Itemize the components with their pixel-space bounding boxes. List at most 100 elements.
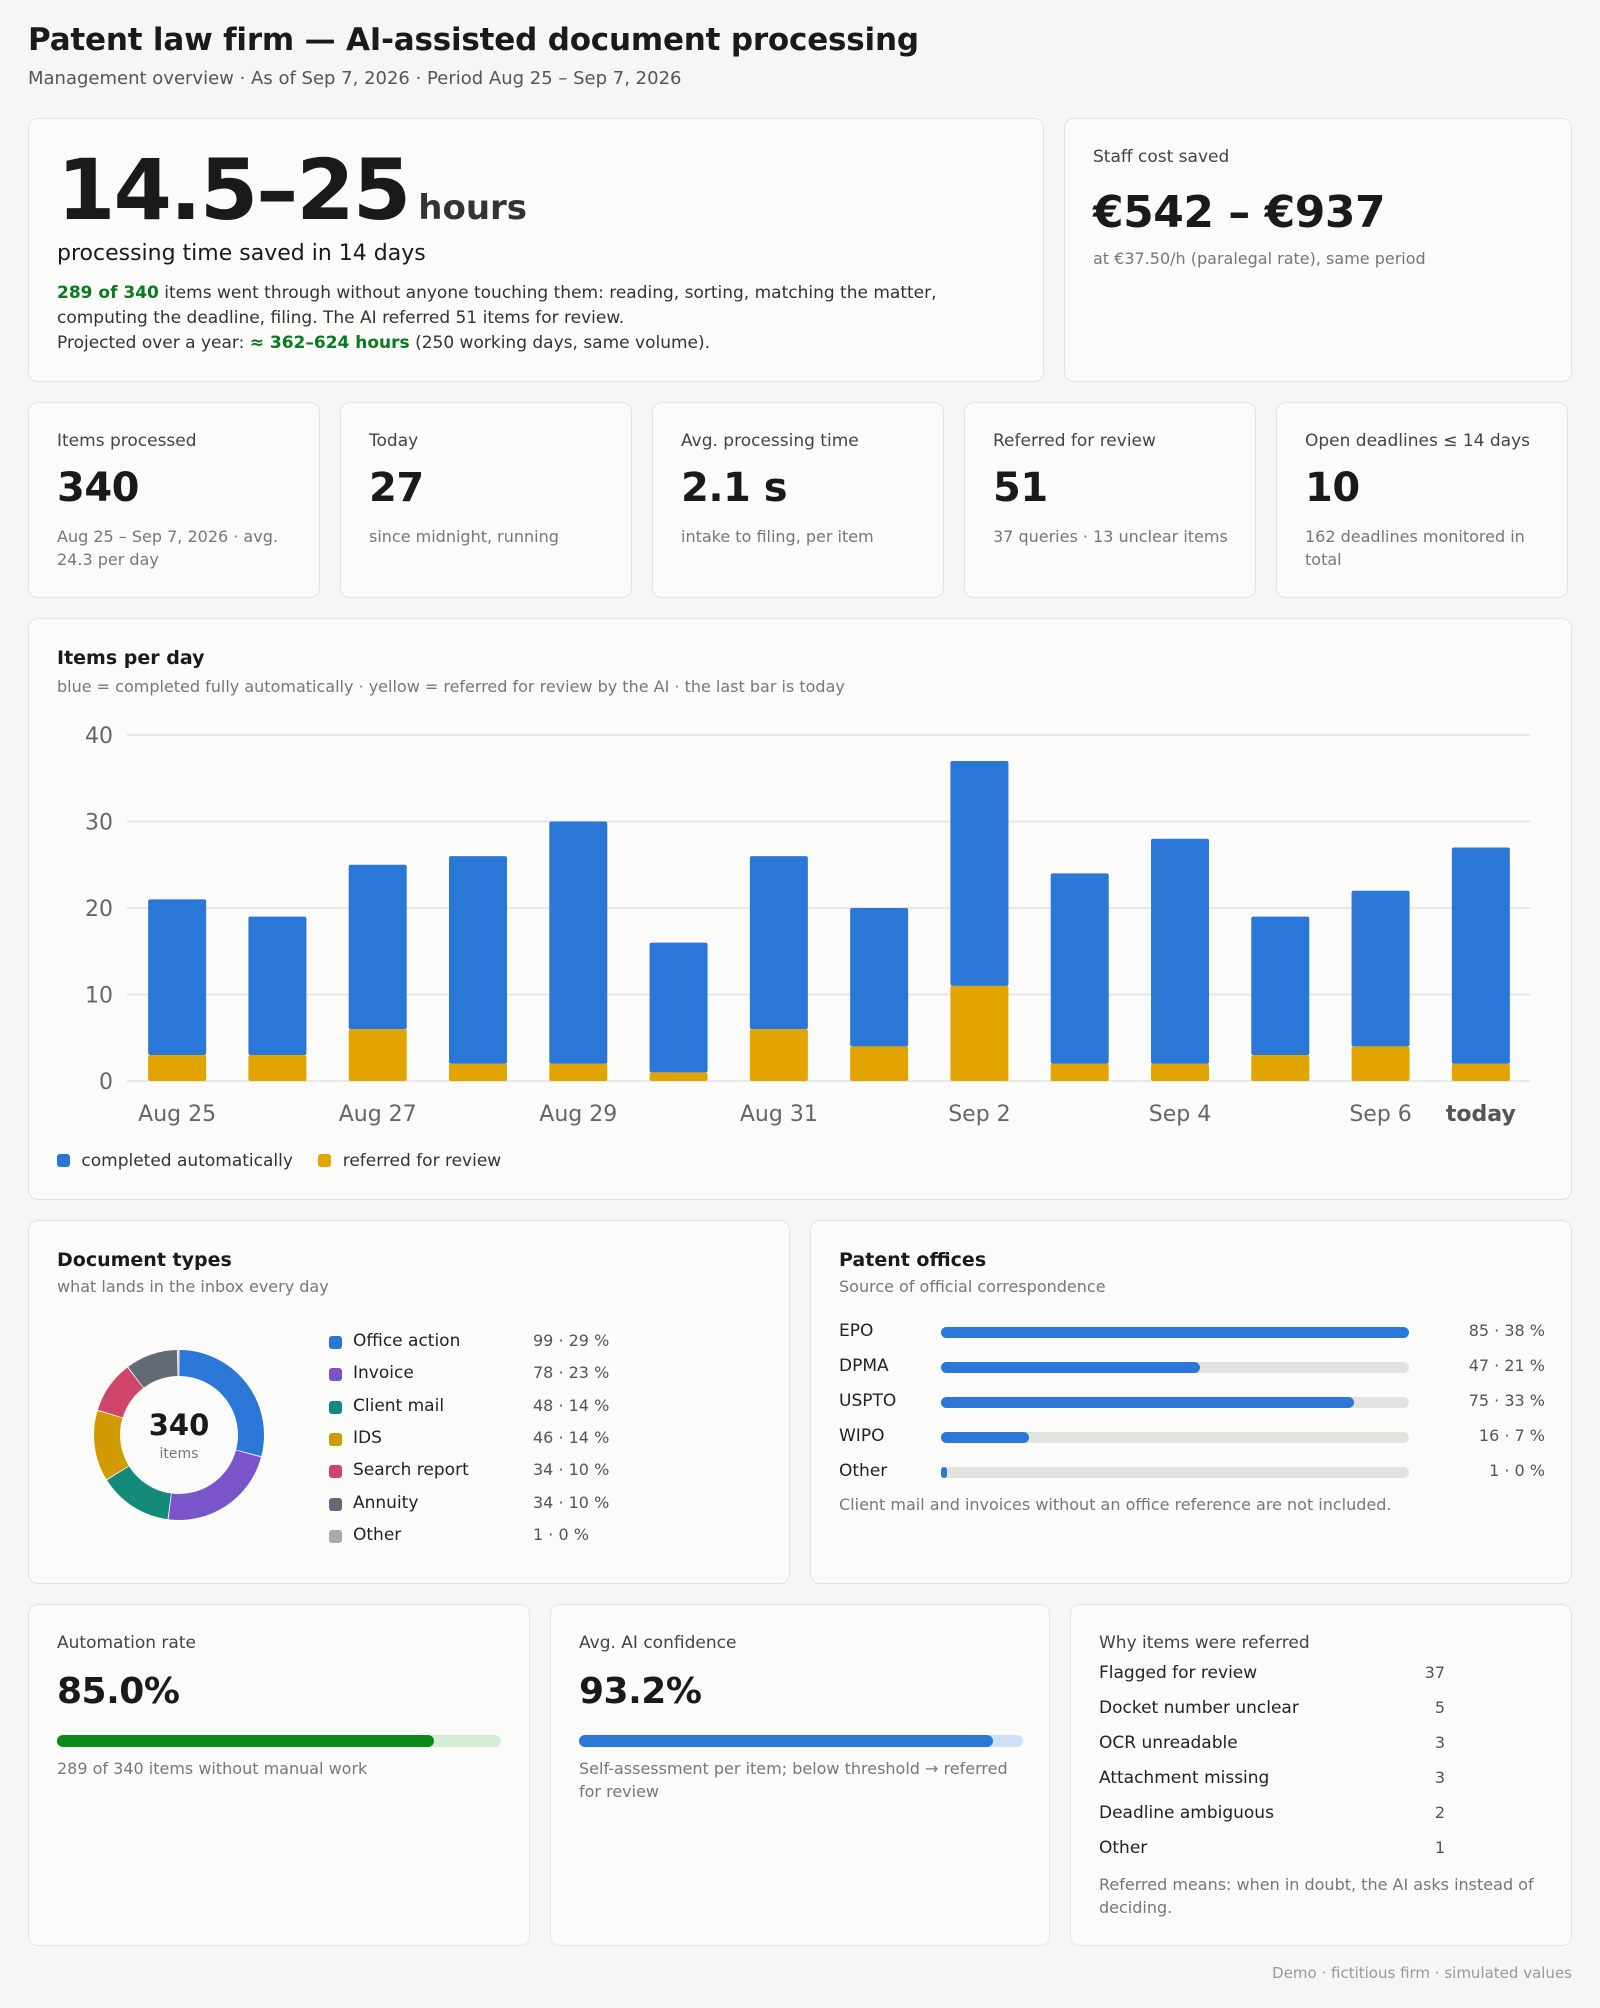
bar-referred-aug-28 — [449, 1063, 507, 1081]
reason-count: 37 — [1424, 1663, 1445, 1682]
reason-label: Attachment missing — [1099, 1768, 1270, 1788]
doctype-swatch — [329, 1400, 342, 1414]
time-saved-unit: hours — [418, 188, 528, 228]
office-bar-fill — [941, 1397, 1354, 1408]
reason-count: 3 — [1434, 1733, 1445, 1752]
footer-note: Demo · fictitious firm · simulated value… — [1272, 1964, 1572, 1982]
x-tick-label: Aug 31 — [740, 1102, 818, 1127]
office-bar-fill — [941, 1362, 1200, 1373]
y-tick-label: 20 — [85, 897, 113, 922]
reason-label: Deadline ambiguous — [1099, 1803, 1274, 1823]
doctype-swatch — [329, 1497, 342, 1511]
time-saved-caption: processing time saved in 14 days — [57, 241, 426, 266]
patent-offices-card: Patent offices Source of official corres… — [810, 1220, 1572, 1584]
projection-prefix: Projected over a year: — [57, 333, 250, 353]
office-bar-track — [941, 1432, 1409, 1443]
y-tick-label: 30 — [85, 811, 113, 836]
page-subtitle: Management overview · As of Sep 7, 2026 … — [28, 68, 682, 89]
office-value: 1 · 0 % — [1489, 1461, 1545, 1480]
office-label: WIPO — [839, 1426, 885, 1446]
kpi-label: Open deadlines ≤ 14 days — [1305, 431, 1531, 451]
bar-referred-sep-4 — [1151, 1063, 1209, 1081]
reason-label: Docket number unclear — [1099, 1698, 1299, 1718]
y-tick-label: 40 — [85, 724, 113, 749]
offices-note: Client mail and invoices without an offi… — [839, 1495, 1392, 1514]
y-tick-label: 0 — [99, 1070, 113, 1095]
details-line-2: computing the deadline, filing. The AI r… — [57, 308, 625, 328]
office-bar-track — [941, 1397, 1409, 1408]
bar-referred-sep-1 — [850, 1046, 909, 1081]
doctype-swatch — [329, 1529, 342, 1543]
legend-swatch-review — [318, 1154, 332, 1167]
kpi-label: Referred for review — [993, 431, 1156, 451]
doctype-value: 34 · 10 % — [533, 1492, 610, 1512]
kpi-label: Items processed — [57, 431, 197, 451]
document-types-card: Document types what lands in the inbox e… — [28, 1220, 790, 1584]
kpi-card: Referred for review 51 37 queries · 13 unc… — [964, 402, 1256, 598]
staff-cost-value: €542 – €937 — [1093, 187, 1386, 238]
bar-auto-sep-4 — [1151, 838, 1209, 1064]
legend-swatch-auto — [57, 1154, 70, 1167]
doctype-label: IDS — [353, 1427, 382, 1448]
bar-referred-aug-31 — [749, 1029, 808, 1081]
kpi-card: Today 27 since midnight, running — [340, 402, 632, 598]
bar-referred-aug-30 — [649, 1072, 708, 1081]
ai-confidence-card: Avg. AI confidence 93.2% Self-assessment… — [550, 1604, 1050, 1946]
bar-referred-aug-27 — [348, 1029, 407, 1081]
doctype-label: Office action — [353, 1331, 461, 1351]
x-tick-label: Sep 4 — [1149, 1102, 1211, 1127]
staff-cost-card: Staff cost saved €542 – €937 at €37.50/h… — [1064, 118, 1572, 382]
doctype-value: 1 · 0 % — [533, 1524, 589, 1544]
chart-subtitle: blue = completed fully automatically · y… — [57, 677, 845, 696]
automation-rate-card: Automation rate 85.0% 289 of 340 items w… — [28, 1604, 530, 1946]
office-label: EPO — [839, 1321, 874, 1341]
bar-referred-aug-26 — [248, 1055, 307, 1081]
kpi-value: 2.1 s — [681, 465, 788, 511]
bar-auto-aug-30 — [649, 942, 708, 1073]
doctype-value: 48 · 14 % — [533, 1395, 610, 1415]
x-tick-label: Sep 2 — [948, 1102, 1010, 1127]
kpi-note: 162 deadlines monitored in total — [1305, 527, 1525, 569]
auto-items-strong: 289 of 340 — [57, 283, 159, 303]
automation-note: 289 of 340 items without manual work — [57, 1759, 368, 1778]
chart-title: Items per day — [57, 647, 205, 669]
reason-count: 3 — [1434, 1768, 1445, 1787]
automation-bar — [57, 1735, 501, 1747]
x-tick-label: Aug 25 — [138, 1102, 216, 1127]
office-bar-fill — [941, 1327, 1409, 1338]
bar-referred-sep-6 — [1351, 1046, 1410, 1081]
items-per-day-chart: 0 10 20 30 40 Aug 25 Aug 27 Aug 29 Aug 31 Sep 2 Se… — [85, 724, 1531, 1127]
donut-center-value: 340 — [148, 1408, 210, 1442]
referral-reasons-card: Why items were referred Referred means: … — [1070, 1604, 1572, 1946]
doctype-label: Invoice — [353, 1363, 414, 1384]
automation-value: 85.0% — [57, 1671, 180, 1712]
reasons-label: Why items were referred — [1099, 1633, 1310, 1653]
donut-slice-office-action — [178, 1350, 264, 1457]
office-bar-fill — [941, 1432, 1029, 1443]
doctype-swatch — [329, 1368, 342, 1382]
staff-cost-label: Staff cost saved — [1093, 147, 1230, 167]
doctype-swatch — [329, 1465, 342, 1479]
kpi-note: since midnight, running — [369, 527, 559, 546]
donut-slice-invoice — [168, 1449, 262, 1520]
bar-referred-aug-25 — [148, 1055, 207, 1081]
doctypes-donut — [94, 1350, 264, 1520]
kpi-label: Avg. processing time — [681, 431, 859, 451]
doctype-value: 34 · 10 % — [533, 1460, 610, 1480]
bar-auto-aug-25 — [148, 899, 207, 1056]
confidence-label: Avg. AI confidence — [579, 1633, 737, 1653]
kpi-card: Items processed 340 Aug 25 – Sep 7, 2026 ·… — [28, 402, 320, 598]
bar-referred-sep-5 — [1251, 1055, 1310, 1081]
reason-label: Flagged for review — [1099, 1663, 1258, 1683]
kpi-label: Today — [369, 431, 419, 451]
office-value: 75 · 33 % — [1468, 1391, 1545, 1410]
confidence-note: Self-assessment per item; below threshol… — [579, 1759, 1008, 1801]
kpi-value: 27 — [369, 465, 424, 511]
doctype-swatch — [329, 1432, 342, 1446]
bar-referred-aug-29 — [549, 1063, 608, 1081]
donut-slice-annuity — [128, 1350, 179, 1389]
bar-auto-aug-26 — [248, 916, 307, 1056]
reason-count: 2 — [1434, 1803, 1445, 1822]
automation-label: Automation rate — [57, 1633, 196, 1653]
bar-auto-aug-31 — [749, 856, 808, 1030]
